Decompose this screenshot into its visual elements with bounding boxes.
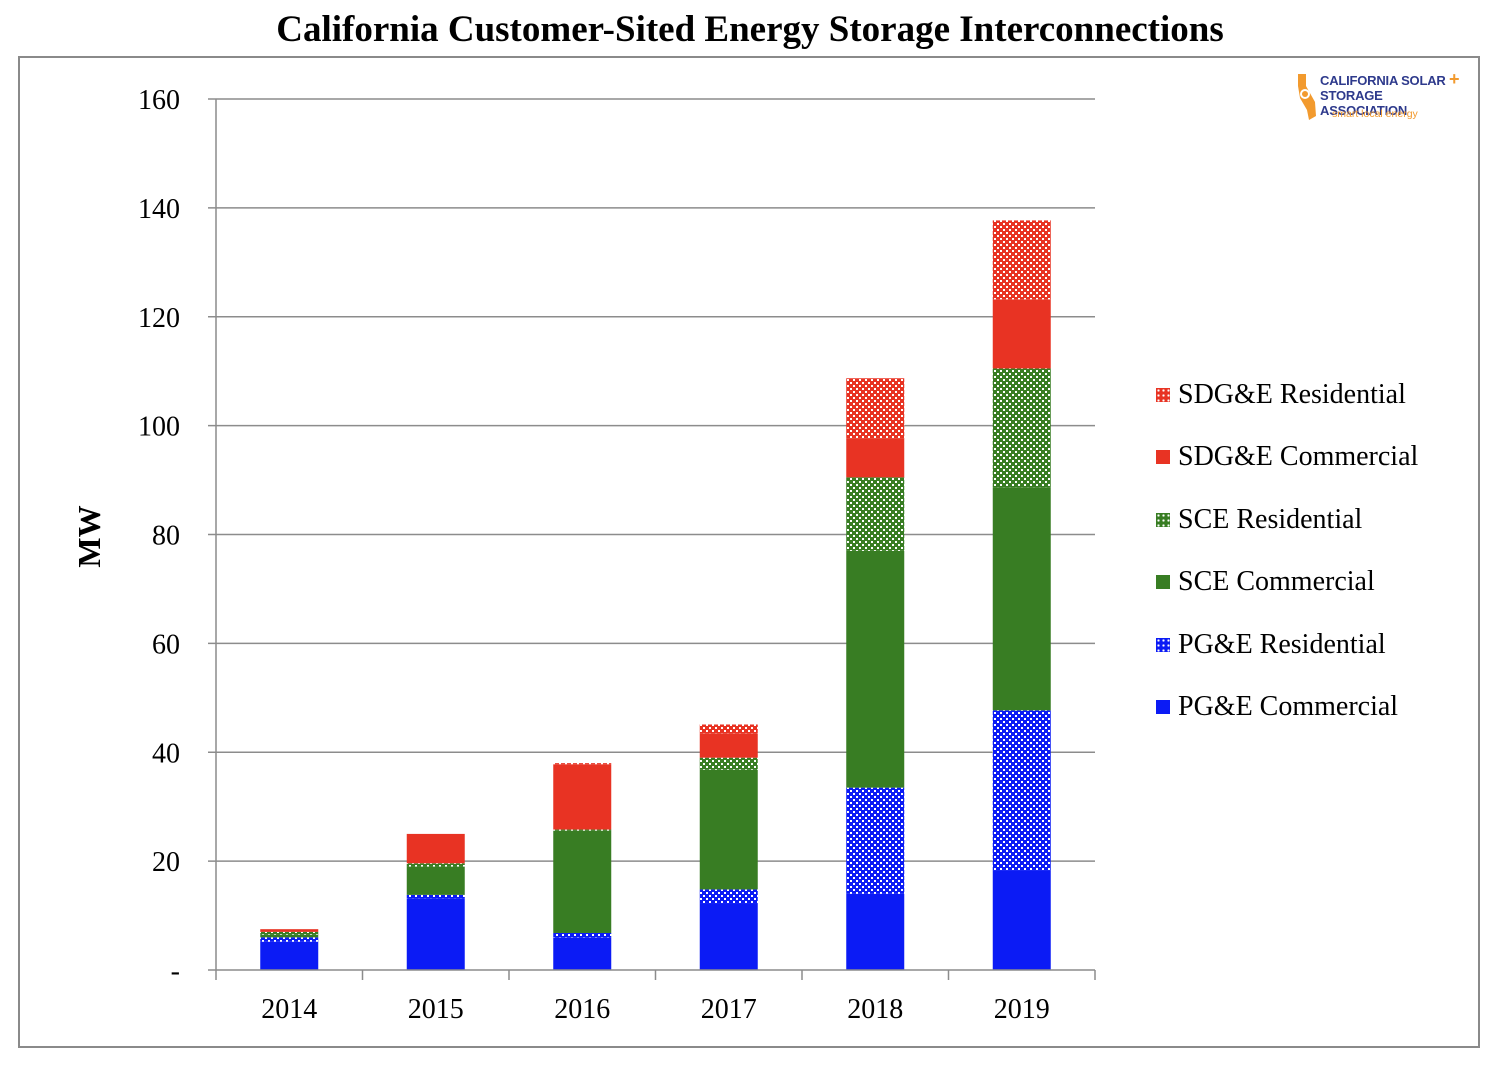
x-tick-label: 2018 [847,994,903,1025]
bar-sce-residential-2015 [406,863,465,867]
chart-title: California Customer-Sited Energy Storage… [276,9,1224,50]
legend-label: PG&E Residential [1178,628,1386,660]
bar-pge-residential-2018 [846,787,905,894]
bar-sdge-commercial-2019 [992,299,1051,369]
legend-label: SCE Commercial [1178,566,1375,598]
bar-pge-commercial-2017 [699,903,758,970]
bar-sce-residential-2017 [699,757,758,770]
bar-pge-residential-2016 [553,932,612,938]
bar-sce-commercial-2019 [992,487,1051,711]
bar-sdge-commercial-2017 [699,733,758,758]
legend-label: SDG&E Residential [1178,379,1406,410]
legend-label: SDG&E Commercial [1178,441,1419,473]
bar-sce-commercial-2016 [553,830,612,933]
legend-swatch [1156,575,1170,590]
bar-sce-commercial-2015 [406,866,465,895]
bar-sce-residential-2014 [260,931,319,935]
bar-sdge-residential-2019 [992,220,1051,300]
legend-swatch [1156,637,1170,652]
bar-pge-commercial-2018 [846,893,905,970]
bar-sce-residential-2019 [992,368,1051,488]
bar-sce-commercial-2017 [699,769,758,890]
bar-pge-residential-2017 [699,889,758,904]
bar-sdge-commercial-2014 [260,929,319,932]
bar-sce-commercial-2014 [260,934,319,938]
y-tick-label: 60 [152,629,180,660]
bar-pge-residential-2015 [406,894,465,899]
bar-pge-commercial-2014 [260,941,319,970]
bar-sdge-commercial-2016 [553,764,612,830]
bar-pge-residential-2019 [992,710,1051,871]
y-tick-label: 160 [138,85,180,116]
bar-pge-commercial-2016 [553,937,612,970]
y-tick-label: 100 [138,412,180,443]
x-tick-label: 2017 [701,994,757,1025]
bar-pge-commercial-2015 [406,898,465,970]
y-tick-label: 120 [138,303,180,334]
bar-sdge-commercial-2018 [846,438,905,478]
legend-swatch [1156,512,1170,527]
logo-plus: + [1449,69,1460,89]
bar-pge-residential-2014 [260,937,319,942]
legend-swatch [1156,450,1170,465]
logo-line2: STORAGE ASSOCIATION [1320,88,1408,118]
y-axis-label: MW [71,505,107,567]
legend-item-sdge-commercial: SDG&E Commercial [1156,440,1418,474]
legend-item-sce-residential: SCE Residential [1156,503,1362,537]
legend-swatch [1156,388,1170,402]
x-tick-label: 2015 [408,994,464,1025]
x-tick-label: 2016 [554,994,610,1025]
y-tick-label: 20 [152,847,180,878]
chart-frame [18,56,1480,1048]
x-tick-label: 2019 [994,994,1050,1025]
bar-sdge-residential-2018 [846,378,905,439]
bar-sdge-residential-2017 [699,724,758,734]
legend-item-pge-residential: PG&E Residential [1156,628,1386,662]
bar-sdge-commercial-2015 [406,833,465,864]
y-tick-label: 80 [152,521,180,552]
csa-logo: CALIFORNIA SOLAR + STORAGE ASSOCIATION s… [1296,70,1466,124]
bar-sce-residential-2016 [553,829,612,831]
bar-pge-commercial-2019 [992,870,1051,970]
legend-label: SCE Residential [1178,503,1363,535]
legend-item-pge-commercial: PG&E Commercial [1156,690,1398,724]
y-tick-label: 40 [152,738,180,769]
bar-sce-commercial-2018 [846,550,905,788]
legend-swatch [1156,700,1170,714]
y-tick-label: - [171,956,180,987]
logo-tagline: smart local energy [1332,108,1418,120]
logo-line1: CALIFORNIA SOLAR [1320,73,1446,88]
x-tick-label: 2014 [261,994,317,1025]
legend-item-sce-commercial: SCE Commercial [1156,565,1375,599]
bar-sce-residential-2018 [846,477,905,551]
y-tick-label: 140 [138,194,180,225]
california-map-icon [1298,74,1316,120]
bar-sdge-residential-2016 [553,763,612,765]
legend-item-sdge-residential: SDG&E Residential [1156,378,1406,412]
legend-label: PG&E Commercial [1178,691,1399,722]
